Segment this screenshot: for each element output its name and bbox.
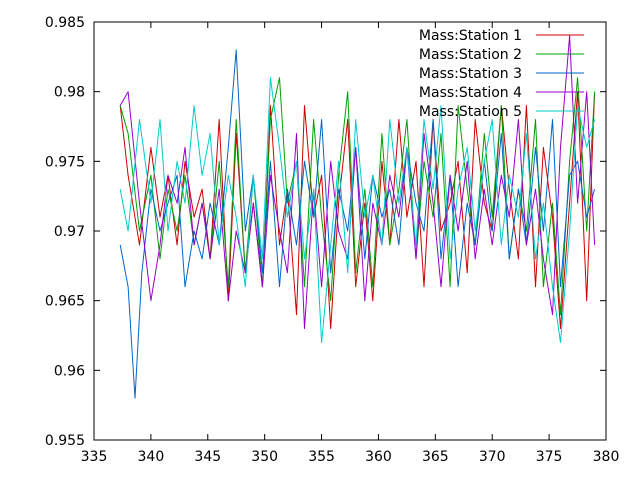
y-tick-label: 0.98 <box>54 85 85 101</box>
series-line-station-1 <box>119 91 596 329</box>
legend-label-station-4: Mass:Station 4 <box>419 85 522 101</box>
y-tick-label: 0.96 <box>54 363 85 379</box>
x-tick-label: 340 <box>138 449 165 465</box>
series-line-station-4 <box>119 35 596 329</box>
legend-label-station-1: Mass:Station 1 <box>419 28 522 44</box>
x-tick-label: 375 <box>536 449 563 465</box>
x-tick-label: 345 <box>194 449 221 465</box>
x-tick-label: 350 <box>251 449 278 465</box>
legend-label-station-5: Mass:Station 5 <box>419 104 522 120</box>
y-tick-label: 0.985 <box>45 15 85 31</box>
x-tick-label: 365 <box>422 449 449 465</box>
x-tick-label: 380 <box>593 449 620 465</box>
x-tick-label: 355 <box>308 449 335 465</box>
y-axis: 0.955 0.96 0.965 0.97 0.975 0.98 0.985 <box>45 15 606 449</box>
y-tick-label: 0.965 <box>45 294 85 310</box>
y-tick-label: 0.955 <box>45 433 85 449</box>
x-tick-label: 360 <box>365 449 392 465</box>
x-tick-label: 335 <box>81 449 108 465</box>
series-line-station-5 <box>119 77 596 343</box>
series-layer <box>119 35 596 399</box>
x-axis: 335 340 345 350 355 360 365 370 375 380 <box>81 22 620 465</box>
legend-label-station-2: Mass:Station 2 <box>419 47 522 63</box>
legend-label-station-3: Mass:Station 3 <box>419 66 522 82</box>
legend: Mass:Station 1 Mass:Station 2 Mass:Station… <box>419 28 584 120</box>
y-tick-label: 0.975 <box>45 154 85 170</box>
x-tick-label: 370 <box>479 449 506 465</box>
y-tick-label: 0.97 <box>54 224 85 240</box>
